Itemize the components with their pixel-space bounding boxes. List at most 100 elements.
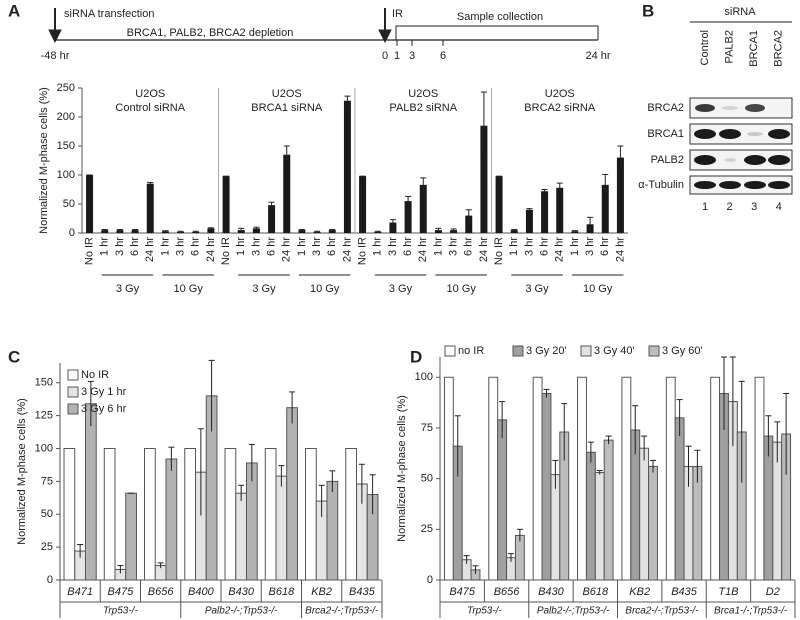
bar [131, 230, 139, 233]
x-tick-label: B471 [67, 586, 93, 598]
y-tick-label: 200 [57, 111, 75, 123]
bar [525, 209, 533, 233]
bar [450, 230, 458, 233]
x-tick-label: No IR [83, 237, 95, 265]
bar [665, 376, 676, 581]
lane-number: 3 [751, 201, 757, 213]
bar [648, 465, 658, 581]
x-tick-label: KB2 [311, 586, 332, 598]
bar [222, 176, 230, 233]
blot [689, 97, 793, 195]
group-label: 10 Gy [583, 283, 613, 295]
x-tick-label: 6 hr [599, 237, 611, 256]
x-tick-label: B656 [494, 586, 521, 598]
x-tick-label: 24 hr [554, 237, 566, 262]
bar [594, 472, 605, 581]
legend-label: 3 Gy 60' [662, 345, 703, 357]
y-tick-label: 75 [421, 422, 433, 434]
y-tick-label: 25 [41, 541, 53, 553]
x-tick-label: 6 hr [538, 237, 550, 256]
group-label: 10 Gy [310, 283, 340, 295]
bar [328, 230, 336, 233]
x-tick-label: 3 hr [523, 237, 535, 256]
group-label: 3 Gy [525, 283, 549, 295]
legend-swatch [67, 369, 79, 381]
bar [146, 183, 154, 233]
x-tick-label: 1 hr [372, 237, 384, 256]
bar [514, 534, 525, 581]
bar [286, 407, 298, 581]
bar [550, 474, 561, 581]
y-tick-label: 0 [47, 574, 53, 586]
bar [601, 184, 609, 233]
bar [252, 228, 260, 233]
x-tick-label: 1 hr [159, 237, 171, 256]
legend-label: 3 Gy 20' [526, 345, 567, 357]
panel-title: PALB2 siRNA [389, 102, 457, 114]
bar [116, 230, 124, 233]
bar [419, 184, 427, 233]
group-label: 10 Gy [446, 283, 476, 295]
timeline-tick: 1 [394, 50, 400, 62]
group-label: 10 Gy [173, 283, 203, 295]
bar [275, 475, 288, 581]
x-tick-label: No IR [220, 237, 232, 265]
legend-swatch [67, 386, 79, 398]
x-tick-label: 3 hr [250, 237, 262, 256]
timeline [48, 8, 599, 46]
blot-bands [694, 104, 790, 189]
legend-swatch [580, 345, 592, 357]
y-axis-label: Normalized M-phase cells (%) [38, 87, 50, 234]
bar [305, 447, 317, 581]
bar [556, 187, 564, 233]
x-tick-label: B435 [671, 586, 698, 598]
timeline-tick: 3 [409, 50, 415, 62]
timeline-tick: -48 hr [41, 50, 70, 62]
bar [541, 191, 549, 233]
bar [207, 228, 215, 233]
y-tick-label: 100 [57, 169, 75, 181]
timeline-tick: 24 hr [585, 50, 610, 62]
group-label: Trp53-/- [103, 606, 138, 617]
panel-letter: C [8, 347, 20, 366]
bar [161, 231, 169, 233]
bar [63, 447, 76, 581]
x-tick-label: 6 hr [326, 237, 338, 256]
x-tick-label: 24 hr [281, 237, 293, 262]
x-tick-label: 3 hr [584, 237, 596, 256]
bar [763, 435, 774, 581]
x-tick-label: 6 hr [265, 237, 277, 256]
group-label: Palb2-/-;Trp53-/- [205, 606, 278, 617]
protein-label: BRCA2 [647, 102, 684, 114]
x-tick-label: B656 [148, 586, 175, 598]
protein-label: α-Tubulin [638, 179, 684, 191]
x-tick-label: 6 hr [190, 237, 202, 256]
x-tick-label: 1 hr [569, 237, 581, 256]
x-tick-label: D2 [766, 586, 780, 598]
bar [710, 376, 721, 581]
bar [235, 492, 247, 581]
x-tick-label: 1 hr [235, 237, 247, 256]
x-tick-label: B430 [538, 586, 565, 598]
x-tick-label: 6 hr [402, 237, 414, 256]
lane-label: Control [699, 30, 711, 65]
y-tick-label: 100 [415, 371, 433, 383]
x-tick-label: KB2 [629, 586, 650, 598]
y-tick-label: 0 [427, 574, 433, 586]
bar [465, 215, 473, 233]
bar [343, 100, 351, 233]
bar [125, 492, 137, 581]
lane-number: 2 [727, 201, 733, 213]
panel-letter: A [8, 1, 20, 20]
timeline-label: siRNA transfection [64, 8, 154, 20]
lane-label: BRCA1 [748, 30, 760, 67]
group-label: 3 Gy [252, 283, 276, 295]
bar [674, 417, 685, 581]
bar [84, 403, 97, 581]
bar [541, 392, 552, 581]
legend-label: 3 Gy 6 hr [81, 403, 127, 415]
x-tick-label: B618 [269, 586, 296, 598]
bar [532, 376, 543, 581]
x-tick-label: B475 [449, 586, 476, 598]
